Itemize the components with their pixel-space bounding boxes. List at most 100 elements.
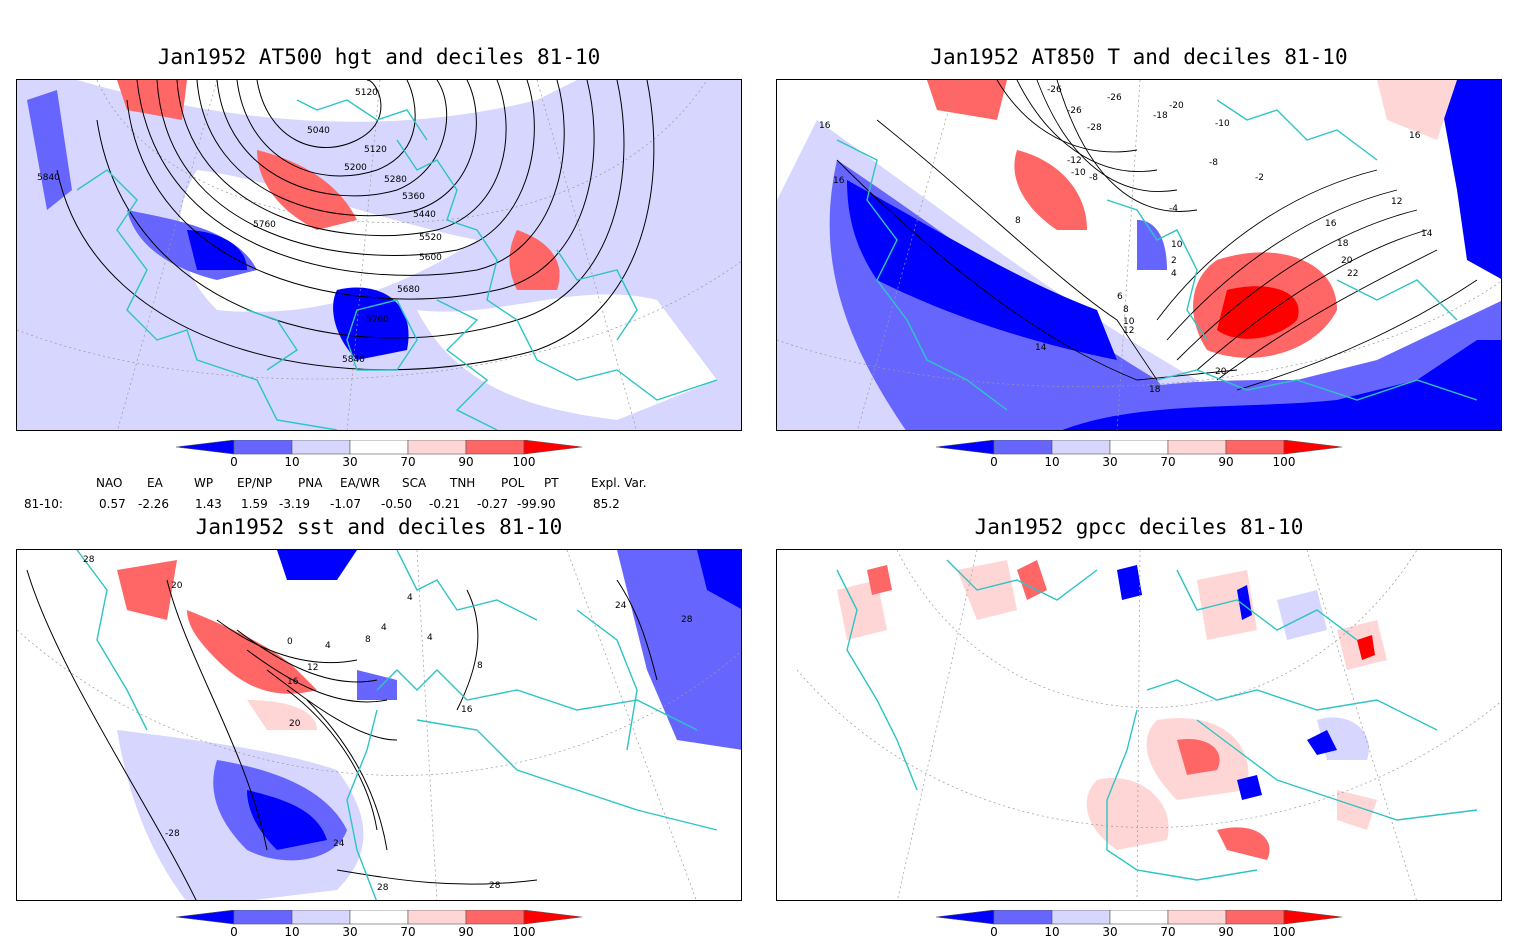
idx-row-label: 81-10: [24, 497, 63, 511]
svg-text:5280: 5280 [384, 175, 407, 185]
colorbar-tick-label: 0 [990, 455, 998, 469]
svg-text:16: 16 [819, 121, 831, 131]
svg-text:5760: 5760 [253, 220, 276, 230]
svg-text:22: 22 [1347, 269, 1358, 279]
contour-labels-2: -26 -26 -26 -28 -20 -18 -10 -10 -12 -8 -… [819, 85, 1433, 395]
idx-value-1: -2.26 [138, 497, 170, 511]
svg-text:4: 4 [1171, 269, 1177, 279]
idx-header-5: EA/WR [340, 476, 381, 490]
colorbar-segment [1167, 910, 1227, 925]
idx-value-5: -1.07 [330, 497, 362, 511]
colorbar-tick-label: 90 [458, 925, 474, 939]
idx-header-3: EP/NP [237, 476, 273, 490]
svg-text:28: 28 [681, 615, 693, 625]
colorbar-segment [465, 910, 525, 925]
idx-header-7: TNH [450, 476, 476, 490]
svg-text:4: 4 [407, 593, 413, 603]
svg-text:-12: -12 [1067, 156, 1082, 166]
idx-value-4: -3.19 [279, 497, 311, 511]
svg-text:8: 8 [365, 635, 371, 645]
panel-title-3: Jan1952 sst and deciles 81-10 [195, 515, 563, 539]
colorbar-tick-label: 30 [342, 925, 358, 939]
colorbar-segment [993, 910, 1053, 925]
svg-text:5200: 5200 [344, 163, 367, 173]
colorbar-segment [291, 440, 351, 455]
colorbar-segment [1051, 910, 1111, 925]
colorbar-4: 0 10 30 70 90 100 [936, 910, 1346, 944]
colorbar-tick-label: 10 [1044, 455, 1060, 469]
svg-text:-8: -8 [1089, 173, 1098, 183]
svg-text:-26: -26 [1067, 106, 1082, 116]
colorbar-segment [407, 440, 467, 455]
svg-text:-28: -28 [165, 829, 180, 839]
idx-header-6: SCA [402, 476, 427, 490]
svg-text:16: 16 [461, 705, 473, 715]
idx-value-7: -0.21 [429, 497, 461, 511]
colorbar-segment [1109, 440, 1169, 455]
idx-header-10: Expl. Var. [591, 476, 647, 490]
svg-text:2: 2 [1171, 256, 1177, 266]
colorbar-segment [465, 440, 525, 455]
colorbar-segment [993, 440, 1053, 455]
colorbar-tick-label: 30 [1102, 925, 1118, 939]
idx-header-8: POL [501, 476, 525, 490]
svg-text:8: 8 [1015, 216, 1021, 226]
svg-text:4: 4 [325, 641, 331, 651]
svg-text:-10: -10 [1215, 119, 1230, 129]
colorbar-tick-label: 90 [1218, 925, 1234, 939]
colorbar-tick-label: 100 [512, 925, 536, 939]
colorbar-tick-label: 100 [1272, 455, 1296, 469]
colorbar-tick-label: 70 [1160, 925, 1176, 939]
svg-text:24: 24 [333, 839, 345, 849]
svg-text:8: 8 [477, 661, 483, 671]
colorbar-segment [1167, 440, 1227, 455]
svg-text:16: 16 [1409, 131, 1421, 141]
svg-text:18: 18 [1149, 385, 1161, 395]
colorbar-segment [1051, 440, 1111, 455]
svg-text:20: 20 [171, 581, 183, 591]
idx-header-9: PT [544, 476, 559, 490]
svg-text:-10: -10 [1071, 168, 1086, 178]
colorbar-segment [523, 910, 583, 925]
svg-text:5680: 5680 [397, 285, 420, 295]
colorbar-tick-label: 30 [1102, 455, 1118, 469]
idx-value-8: -0.27 [477, 497, 509, 511]
svg-text:28: 28 [377, 883, 389, 893]
idx-header-4: PNA [298, 476, 323, 490]
colorbar-segment [523, 440, 583, 455]
svg-text:16: 16 [1325, 219, 1337, 229]
colorbar-segment [1225, 440, 1285, 455]
contour-labels-1: 5120 5040 5120 5200 5280 5360 5440 5520 … [37, 88, 442, 365]
idx-header-0: NAO [96, 476, 123, 490]
svg-text:4: 4 [427, 633, 433, 643]
colorbar-1: 0 10 30 70 90 100 [176, 440, 586, 474]
svg-text:20: 20 [1215, 367, 1227, 377]
svg-text:12: 12 [307, 663, 318, 673]
colorbar-segment [1283, 440, 1343, 455]
colorbar-tick-label: 100 [512, 455, 536, 469]
colorbar-segment [1225, 910, 1285, 925]
svg-text:-26: -26 [1047, 85, 1062, 95]
svg-text:-26: -26 [1107, 93, 1122, 103]
colorbar-segment [936, 440, 995, 455]
colorbar-segment [349, 440, 409, 455]
colorbar-tick-label: 0 [230, 455, 238, 469]
svg-text:12: 12 [1391, 197, 1402, 207]
colorbar-2: 0 10 30 70 90 100 [936, 440, 1346, 474]
svg-text:16: 16 [833, 176, 845, 186]
svg-text:5440: 5440 [413, 210, 436, 220]
svg-text:8: 8 [1123, 305, 1129, 315]
idx-value-9: -99.90 [517, 497, 556, 511]
colorbar-tick-label: 10 [284, 925, 300, 939]
colorbar-segment [291, 910, 351, 925]
colorbar-segment [1109, 910, 1169, 925]
colorbar-tick-label: 10 [284, 455, 300, 469]
svg-text:-8: -8 [1209, 158, 1218, 168]
colorbar-3: 0 10 30 70 90 100 [176, 910, 586, 944]
colorbar-segment [407, 910, 467, 925]
colorbar-tick-label: 0 [990, 925, 998, 939]
svg-text:5760: 5760 [366, 315, 389, 325]
colorbar-segment [233, 910, 293, 925]
idx-value-3: 1.59 [241, 497, 268, 511]
idx-header-2: WP [194, 476, 214, 490]
